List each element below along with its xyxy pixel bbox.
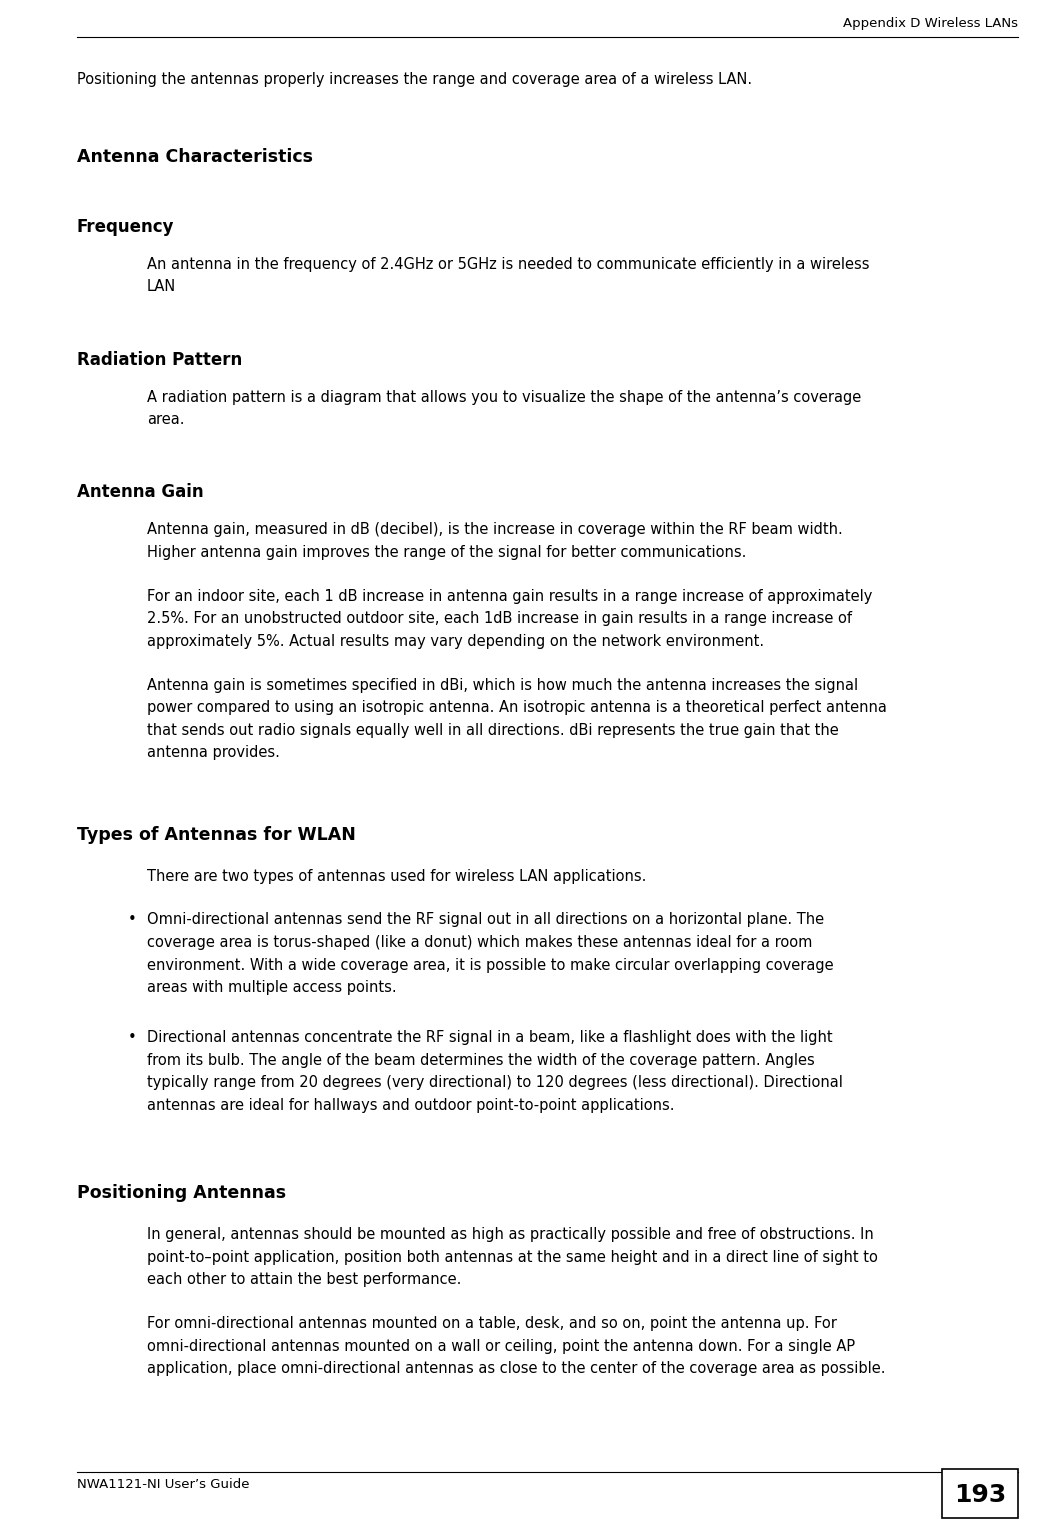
Text: Higher antenna gain improves the range of the signal for better communications.: Higher antenna gain improves the range o… (147, 546, 746, 559)
Text: antennas are ideal for hallways and outdoor point-to-point applications.: antennas are ideal for hallways and outd… (147, 1097, 674, 1113)
Text: omni-directional antennas mounted on a wall or ceiling, point the antenna down. : omni-directional antennas mounted on a w… (147, 1338, 855, 1353)
Text: Omni-directional antennas send the RF signal out in all directions on a horizont: Omni-directional antennas send the RF si… (147, 913, 824, 928)
Text: areas with multiple access points.: areas with multiple access points. (147, 980, 396, 995)
Text: Antenna gain, measured in dB (decibel), is the increase in coverage within the R: Antenna gain, measured in dB (decibel), … (147, 523, 843, 538)
Text: antenna provides.: antenna provides. (147, 745, 280, 760)
Text: each other to attain the best performance.: each other to attain the best performanc… (147, 1273, 461, 1288)
Text: Positioning the antennas properly increases the range and coverage area of a wir: Positioning the antennas properly increa… (77, 72, 752, 87)
Text: A radiation pattern is a diagram that allows you to visualize the shape of the a: A radiation pattern is a diagram that al… (147, 390, 861, 404)
Text: 2.5%. For an unobstructed outdoor site, each 1dB increase in gain results in a r: 2.5%. For an unobstructed outdoor site, … (147, 611, 851, 626)
Text: area.: area. (147, 411, 184, 427)
Text: Types of Antennas for WLAN: Types of Antennas for WLAN (77, 826, 355, 844)
Text: from its bulb. The angle of the beam determines the width of the coverage patter: from its bulb. The angle of the beam det… (147, 1053, 814, 1068)
Text: Frequency: Frequency (77, 218, 174, 236)
Text: For omni-directional antennas mounted on a table, desk, and so on, point the ant: For omni-directional antennas mounted on… (147, 1317, 837, 1330)
Text: An antenna in the frequency of 2.4GHz or 5GHz is needed to communicate efficient: An antenna in the frequency of 2.4GHz or… (147, 258, 870, 271)
Text: Appendix D Wireless LANs: Appendix D Wireless LANs (843, 17, 1018, 30)
Text: •: • (128, 913, 136, 928)
Text: that sends out radio signals equally well in all directions. dBi represents the : that sends out radio signals equally wel… (147, 722, 839, 738)
Text: point-to–point application, position both antennas at the same height and in a d: point-to–point application, position bot… (147, 1250, 878, 1265)
Text: application, place omni-directional antennas as close to the center of the cover: application, place omni-directional ante… (147, 1361, 885, 1376)
Text: There are two types of antennas used for wireless LAN applications.: There are two types of antennas used for… (147, 869, 646, 884)
Text: 193: 193 (954, 1483, 1007, 1507)
Text: Antenna Gain: Antenna Gain (77, 483, 203, 501)
Text: approximately 5%. Actual results may vary depending on the network environment.: approximately 5%. Actual results may var… (147, 634, 764, 649)
Text: Antenna gain is sometimes specified in dBi, which is how much the antenna increa: Antenna gain is sometimes specified in d… (147, 678, 858, 693)
Text: Antenna Characteristics: Antenna Characteristics (77, 148, 313, 166)
Text: Positioning Antennas: Positioning Antennas (77, 1184, 286, 1202)
Text: power compared to using an isotropic antenna. An isotropic antenna is a theoreti: power compared to using an isotropic ant… (147, 701, 887, 715)
Text: Directional antennas concentrate the RF signal in a beam, like a flashlight does: Directional antennas concentrate the RF … (147, 1030, 832, 1045)
Text: coverage area is torus-shaped (like a donut) which makes these antennas ideal fo: coverage area is torus-shaped (like a do… (147, 936, 812, 949)
Text: Radiation Pattern: Radiation Pattern (77, 351, 241, 369)
FancyBboxPatch shape (942, 1469, 1018, 1518)
Text: In general, antennas should be mounted as high as practically possible and free : In general, antennas should be mounted a… (147, 1227, 874, 1242)
Text: For an indoor site, each 1 dB increase in antenna gain results in a range increa: For an indoor site, each 1 dB increase i… (147, 588, 872, 604)
Text: NWA1121-NI User’s Guide: NWA1121-NI User’s Guide (77, 1478, 249, 1492)
Text: typically range from 20 degrees (very directional) to 120 degrees (less directio: typically range from 20 degrees (very di… (147, 1076, 843, 1090)
Text: •: • (128, 1030, 136, 1045)
Text: environment. With a wide coverage area, it is possible to make circular overlapp: environment. With a wide coverage area, … (147, 957, 833, 972)
Text: LAN: LAN (147, 279, 176, 294)
